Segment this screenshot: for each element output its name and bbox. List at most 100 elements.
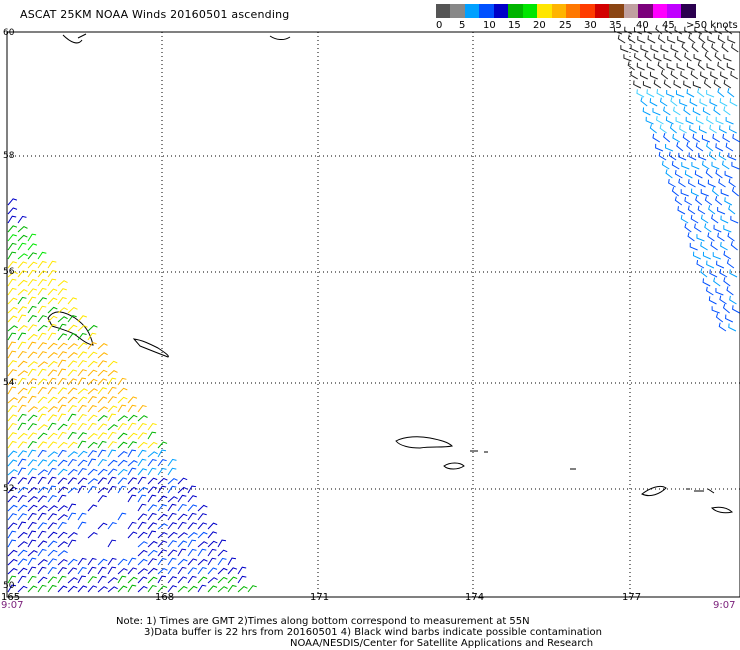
wind-barb	[692, 81, 702, 89]
wind-barb	[87, 388, 98, 395]
wind-barb	[7, 215, 17, 224]
wind-barb	[17, 253, 28, 260]
wind-barb	[67, 577, 78, 584]
lat-label: 56	[3, 267, 15, 277]
wind-barb	[729, 269, 738, 278]
wind-barb	[658, 151, 667, 161]
wind-barb	[117, 441, 128, 449]
wind-barb	[680, 189, 689, 197]
wind-barb	[47, 441, 58, 449]
wind-barb	[708, 151, 717, 161]
wind-barb	[689, 98, 698, 107]
wind-barb	[37, 530, 47, 539]
wind-barb	[684, 170, 693, 179]
wind-barb	[684, 26, 693, 35]
wind-barb	[715, 313, 724, 323]
wind-barb	[17, 279, 28, 287]
wind-barb	[701, 134, 710, 143]
wind-barb	[723, 277, 731, 287]
wind-barb	[711, 306, 720, 314]
wind-barb	[137, 503, 147, 512]
wind-barb	[117, 387, 128, 395]
wind-barb	[27, 512, 37, 521]
wind-barb	[217, 539, 227, 548]
wind-barb	[67, 387, 78, 395]
wind-barb	[197, 558, 208, 566]
wind-barb	[37, 576, 48, 584]
wind-barb	[17, 234, 28, 242]
wind-barb	[97, 423, 108, 431]
wind-barb	[17, 549, 28, 557]
wind-barb	[700, 241, 708, 251]
wind-barb	[644, 52, 652, 62]
wind-barb	[147, 441, 158, 449]
wind-barb	[67, 315, 77, 323]
wind-barb	[27, 269, 37, 278]
wind-barb	[97, 414, 108, 422]
wind-barb	[17, 486, 28, 494]
wind-barb	[47, 576, 58, 584]
wind-barb	[713, 277, 721, 287]
wind-barb	[187, 575, 197, 584]
wind-barb	[17, 377, 27, 386]
wind-barb	[717, 34, 726, 44]
wind-barb	[107, 459, 118, 467]
wind-barb	[693, 53, 702, 62]
wind-barb	[107, 476, 117, 485]
wind-barb	[717, 232, 725, 242]
colorbar-swatch	[537, 4, 552, 18]
wind-barb	[728, 205, 736, 215]
wind-barb	[7, 386, 17, 395]
wind-barb	[27, 386, 37, 395]
wind-barb	[67, 477, 78, 485]
wind-barb	[697, 88, 705, 98]
wind-speed-colorbar	[436, 4, 696, 18]
wind-barb	[37, 251, 47, 260]
wind-barb	[676, 141, 684, 152]
colorbar-labels: 0 5 10 15 20 25 30 35 40 45 >50 knots	[420, 20, 740, 34]
wind-barb	[247, 585, 257, 593]
wind-barb	[647, 35, 656, 44]
wind-barb	[87, 332, 97, 341]
wind-barb	[117, 485, 127, 494]
wind-barb	[7, 225, 18, 233]
wind-barb	[77, 467, 87, 476]
wind-barb	[27, 557, 37, 566]
wind-barb	[719, 125, 727, 134]
wind-barb	[107, 441, 117, 449]
wind-barb	[718, 322, 727, 332]
wind-barb	[37, 486, 48, 494]
wind-barb	[27, 575, 37, 584]
wind-barb	[37, 351, 47, 359]
wind-barb	[147, 567, 158, 575]
wind-barb	[7, 513, 17, 521]
wind-barb	[724, 25, 733, 35]
wind-barb	[650, 44, 659, 53]
wind-barb	[17, 575, 27, 584]
wind-barb	[7, 287, 17, 296]
wind-barb	[87, 458, 97, 467]
wind-barb	[197, 504, 208, 512]
wind-barb	[67, 360, 78, 368]
wind-barb	[147, 549, 158, 557]
wind-barb	[656, 89, 665, 98]
wind-barb	[177, 576, 188, 584]
wind-barb	[177, 503, 187, 512]
wind-barb	[227, 557, 237, 566]
wind-barb	[127, 584, 137, 593]
wind-barb	[7, 297, 18, 305]
wind-barb	[147, 467, 157, 476]
wind-barb	[7, 242, 17, 251]
wind-barb	[137, 415, 148, 422]
wind-barb	[718, 151, 727, 161]
wind-barb	[701, 42, 709, 53]
wind-barb	[37, 449, 47, 458]
wind-barb	[217, 549, 228, 557]
wind-barb	[107, 522, 117, 530]
wind-barb	[67, 413, 77, 422]
wind-barb	[57, 550, 68, 557]
wind-barb	[728, 125, 737, 134]
wind-barb	[727, 35, 736, 44]
wind-barb	[57, 307, 68, 314]
wind-barb	[707, 179, 716, 188]
